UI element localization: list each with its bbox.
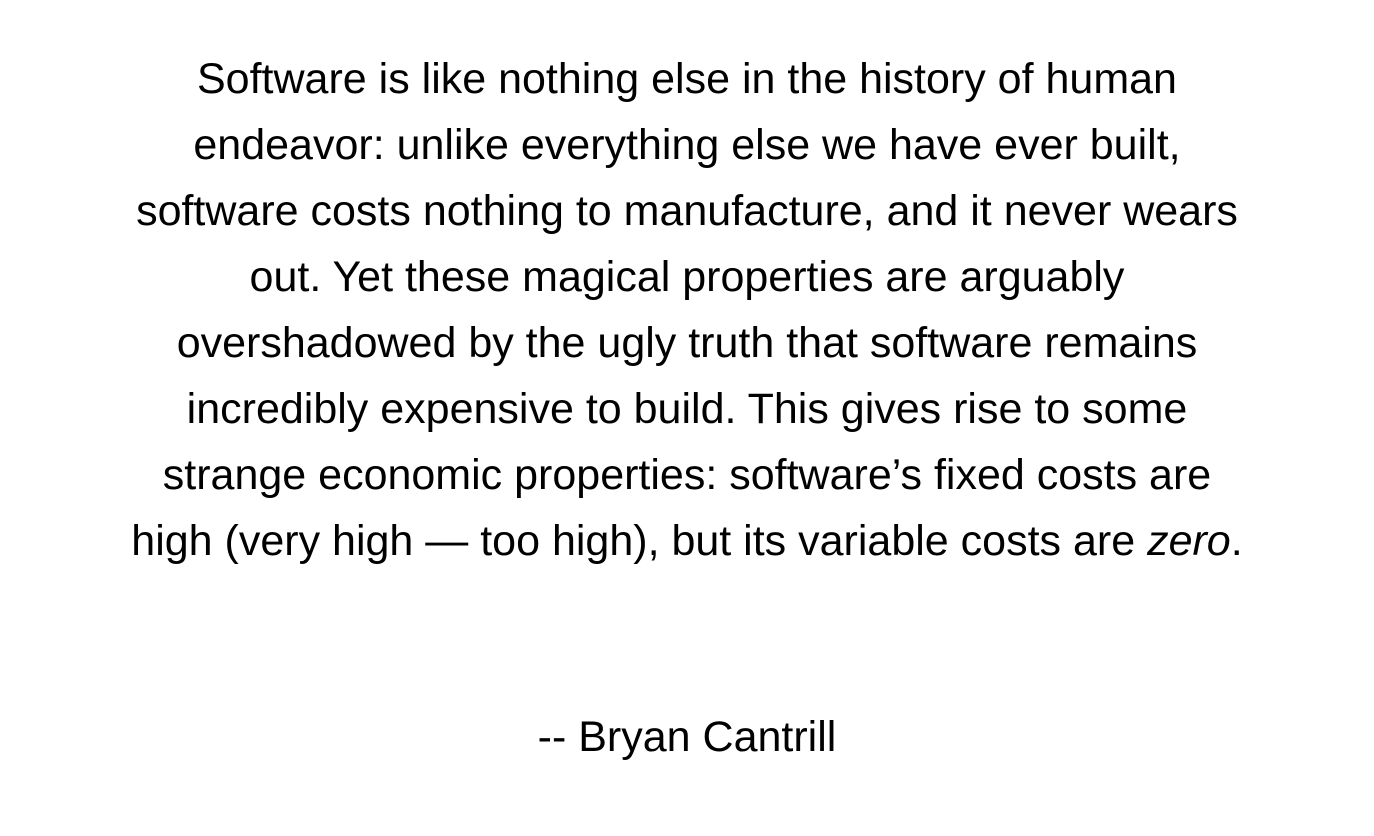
quote-line: incredibly expensive to build. This give… [186, 385, 1188, 433]
quote-line: out. Yet these magical properties are ar… [249, 253, 1125, 301]
quote-line: overshadowed by the ugly truth that soft… [176, 319, 1198, 367]
quote-line: strange economic properties: software’s … [162, 451, 1212, 499]
quote-last-line-suffix: . [1230, 517, 1243, 565]
quote-line: Software is like nothing else in the his… [197, 55, 1177, 103]
quote-line: endeavor: unlike everything else we have… [193, 121, 1181, 169]
quote-text: Software is like nothing else in the his… [40, 46, 1334, 574]
quote-last-line-prefix: high (very high — too high), but its var… [131, 517, 1148, 565]
quote-emphasis-zero: zero [1147, 517, 1231, 565]
quote-attribution: -- Bryan Cantrill [537, 713, 837, 761]
quote-line: software costs nothing to manufacture, a… [136, 187, 1238, 235]
quote-last-line: high (very high — too high), but its var… [40, 508, 1334, 574]
